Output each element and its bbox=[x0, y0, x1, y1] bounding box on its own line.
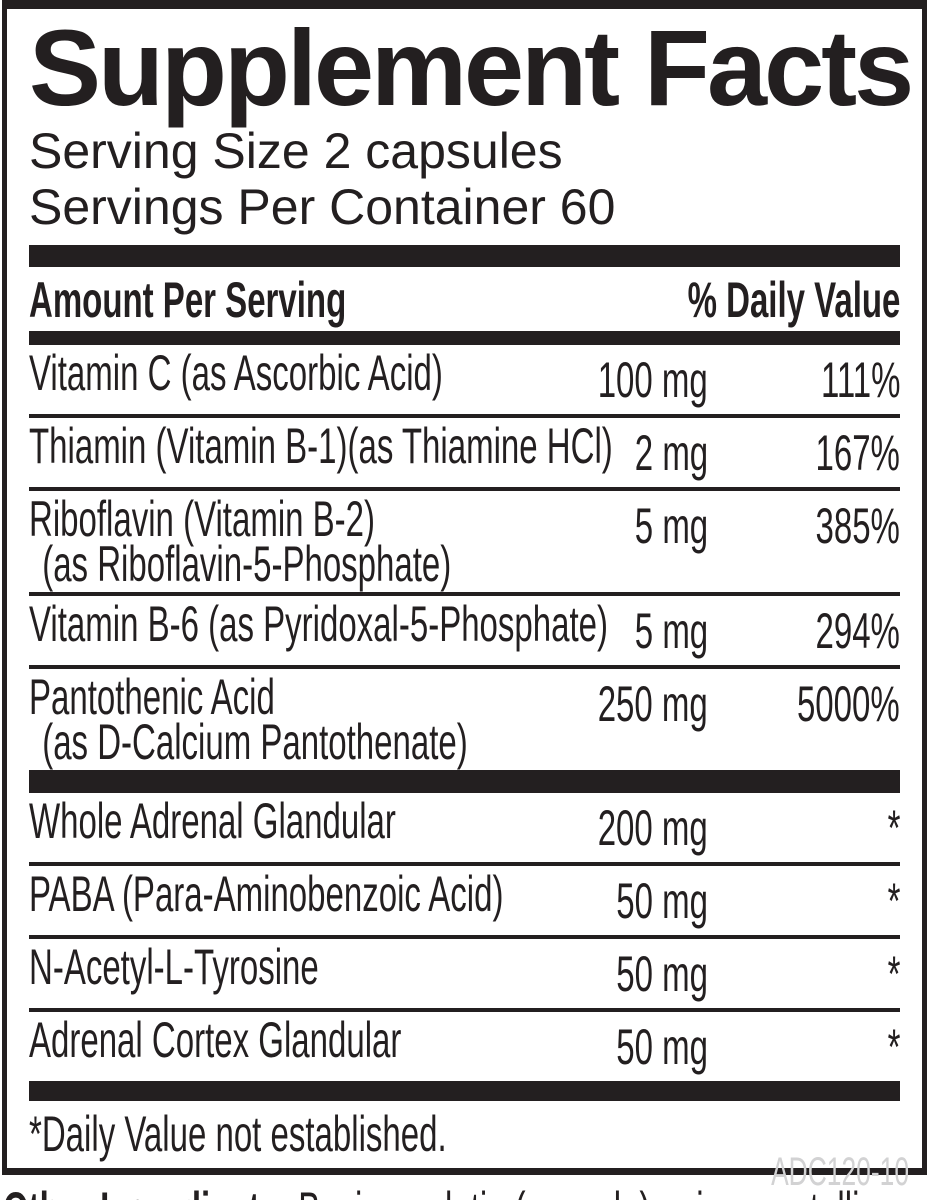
nutrient-daily-value: * bbox=[887, 800, 900, 856]
nutrient-name: Thiamin (Vitamin B-1)(as Thiamine HCl) bbox=[29, 418, 613, 474]
nutrient-name: Riboflavin (Vitamin B-2) bbox=[29, 491, 376, 547]
nutrient-daily-value-cell: * bbox=[708, 945, 900, 1003]
nutrient-name: Whole Adrenal Glandular bbox=[29, 793, 396, 849]
nutrient-daily-value: 167% bbox=[815, 425, 900, 481]
divider-bar-top bbox=[29, 245, 900, 267]
servings-per-container: Servings Per Container 60 bbox=[29, 179, 616, 235]
row-divider bbox=[29, 935, 900, 939]
table-header-row: Amount Per Serving % Daily Value bbox=[29, 267, 900, 331]
other-ingredients: Other Ingredients: Bovine gelatin (capsu… bbox=[0, 1183, 929, 1200]
row-divider bbox=[29, 487, 900, 491]
table-row: PABA (Para-Aminobenzoic Acid) 50 mg * bbox=[29, 866, 900, 935]
other-ingredients-label: Other Ingredients: bbox=[3, 1182, 289, 1200]
nutrient-daily-value-cell: * bbox=[708, 1018, 900, 1076]
divider-bar-header bbox=[29, 331, 900, 345]
nutrient-amount-cell: 50 mg bbox=[528, 872, 708, 930]
daily-value-header: % Daily Value bbox=[687, 272, 900, 328]
row-divider bbox=[29, 1008, 900, 1012]
nutrient-daily-value: * bbox=[887, 1019, 900, 1075]
nutrient-daily-value-cell: 5000% bbox=[708, 675, 900, 765]
nutrient-daily-value-cell: 111% bbox=[708, 351, 900, 409]
table-row: Pantothenic Acid (as D-Calcium Pantothen… bbox=[29, 669, 900, 770]
nutrient-rows-section-2: Whole Adrenal Glandular 200 mg * PABA (P… bbox=[29, 793, 900, 1081]
table-row: Vitamin B-6 (as Pyridoxal-5-Phosphate) 5… bbox=[29, 596, 900, 665]
table-row: Whole Adrenal Glandular 200 mg * bbox=[29, 793, 900, 862]
nutrient-daily-value: * bbox=[887, 946, 900, 1002]
other-ingredients-text: Bovine gelatin (capsule), microcrystalli… bbox=[3, 1182, 896, 1200]
nutrient-amount-cell: 50 mg bbox=[528, 1018, 708, 1076]
nutrient-amount: 100 mg bbox=[597, 352, 708, 408]
nutrient-name: Pantothenic Acid bbox=[29, 669, 275, 725]
nutrient-amount-cell: 50 mg bbox=[528, 945, 708, 1003]
nutrient-amount-cell: 2 mg bbox=[528, 424, 708, 482]
nutrient-rows-section-1: Vitamin C (as Ascorbic Acid) 100 mg 111%… bbox=[29, 345, 900, 770]
nutrient-amount: 50 mg bbox=[616, 873, 708, 929]
row-divider bbox=[29, 414, 900, 418]
nutrient-name: Vitamin B-6 (as Pyridoxal-5-Phosphate) bbox=[29, 596, 608, 652]
nutrient-name: PABA (Para-Aminobenzoic Acid) bbox=[29, 866, 504, 922]
nutrient-daily-value-cell: 294% bbox=[708, 602, 900, 660]
nutrient-name-cell: Whole Adrenal Glandular bbox=[29, 793, 528, 857]
nutrient-daily-value-cell: * bbox=[708, 799, 900, 857]
divider-bar-bottom bbox=[29, 1081, 900, 1101]
nutrient-name-secondary: (as D-Calcium Pantothenate) bbox=[42, 714, 468, 770]
nutrient-name-cell: Thiamin (Vitamin B-1)(as Thiamine HCl) bbox=[29, 418, 613, 482]
nutrient-amount: 50 mg bbox=[616, 946, 708, 1002]
table-row: Thiamin (Vitamin B-1)(as Thiamine HCl) 2… bbox=[29, 418, 900, 487]
product-code: ADC120-10 bbox=[771, 1150, 909, 1194]
serving-size: Serving Size 2 capsules bbox=[29, 123, 563, 179]
nutrient-name-cell: Riboflavin (Vitamin B-2) (as Riboflavin-… bbox=[29, 491, 528, 592]
nutrient-daily-value: 5000% bbox=[797, 676, 900, 732]
nutrient-name: Vitamin C (as Ascorbic Acid) bbox=[29, 345, 443, 401]
nutrient-daily-value-cell: * bbox=[708, 872, 900, 930]
table-row: Riboflavin (Vitamin B-2) (as Riboflavin-… bbox=[29, 491, 900, 592]
nutrient-amount: 5 mg bbox=[634, 603, 708, 659]
nutrient-name-cell: Vitamin C (as Ascorbic Acid) bbox=[29, 345, 528, 409]
nutrient-daily-value: * bbox=[887, 873, 900, 929]
nutrient-amount-cell: 5 mg bbox=[528, 602, 708, 660]
table-row: N-Acetyl-L-Tyrosine 50 mg * bbox=[29, 939, 900, 1008]
nutrient-name-cell: Adrenal Cortex Glandular bbox=[29, 1012, 528, 1076]
nutrient-name-cell: PABA (Para-Aminobenzoic Acid) bbox=[29, 866, 528, 930]
amount-per-serving-header: Amount Per Serving bbox=[29, 272, 347, 328]
nutrient-amount: 250 mg bbox=[597, 676, 708, 732]
nutrient-amount-cell: 100 mg bbox=[528, 351, 708, 409]
nutrient-daily-value: 385% bbox=[815, 498, 900, 554]
nutrient-name-secondary: (as Riboflavin-5-Phosphate) bbox=[42, 536, 452, 592]
nutrient-name: Adrenal Cortex Glandular bbox=[29, 1012, 402, 1068]
nutrient-name-cell: Pantothenic Acid (as D-Calcium Pantothen… bbox=[29, 669, 528, 770]
supplement-facts-panel: Supplement Facts Serving Size 2 capsules… bbox=[2, 0, 927, 1175]
nutrient-amount-cell: 5 mg bbox=[528, 497, 708, 587]
nutrient-daily-value: 111% bbox=[820, 352, 900, 408]
nutrient-amount: 200 mg bbox=[597, 800, 708, 856]
nutrient-name-cell: Vitamin B-6 (as Pyridoxal-5-Phosphate) bbox=[29, 596, 608, 660]
divider-bar-middle bbox=[29, 770, 900, 793]
nutrient-amount: 2 mg bbox=[634, 425, 708, 481]
nutrient-amount-cell: 250 mg bbox=[528, 675, 708, 765]
nutrient-daily-value-cell: 167% bbox=[708, 424, 900, 482]
nutrient-amount: 50 mg bbox=[616, 1019, 708, 1075]
row-divider bbox=[29, 592, 900, 596]
nutrient-amount-cell: 200 mg bbox=[528, 799, 708, 857]
table-row: Adrenal Cortex Glandular 50 mg * bbox=[29, 1012, 900, 1081]
panel-title: Supplement Facts bbox=[29, 7, 914, 128]
nutrient-name-cell: N-Acetyl-L-Tyrosine bbox=[29, 939, 528, 1003]
table-row: Vitamin C (as Ascorbic Acid) 100 mg 111% bbox=[29, 345, 900, 414]
nutrient-name: N-Acetyl-L-Tyrosine bbox=[29, 939, 319, 995]
nutrient-daily-value: 294% bbox=[815, 603, 900, 659]
row-divider bbox=[29, 665, 900, 669]
nutrient-daily-value-cell: 385% bbox=[708, 497, 900, 587]
row-divider bbox=[29, 862, 900, 866]
nutrient-amount: 5 mg bbox=[634, 498, 708, 554]
daily-value-footnote: *Daily Value not established. bbox=[29, 1106, 447, 1162]
